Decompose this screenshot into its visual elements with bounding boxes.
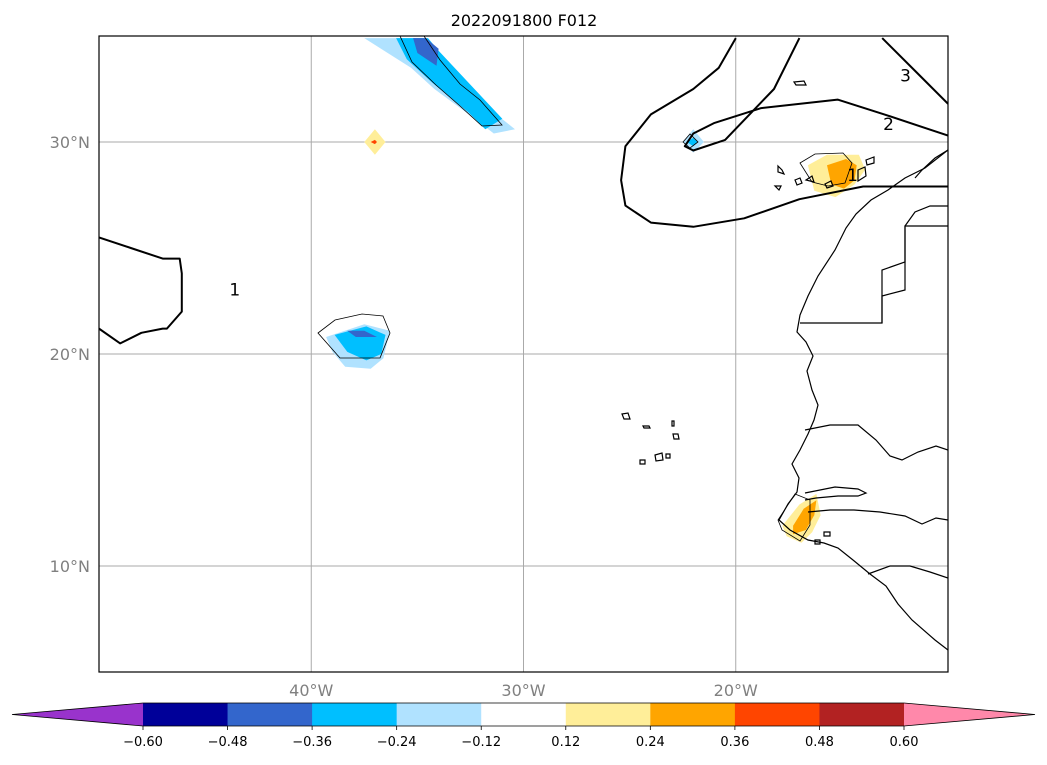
coastline-bissagos bbox=[814, 531, 831, 545]
colorbar-tick-label: 0.36 bbox=[720, 735, 749, 750]
contour-outlines bbox=[317, 36, 853, 542]
contour-line bbox=[881, 37, 948, 105]
coastline-mouth bbox=[857, 166, 867, 183]
border-senegal bbox=[804, 424, 948, 461]
colorbar-tick-label: −0.12 bbox=[461, 735, 501, 750]
coastline-canary-2 bbox=[794, 177, 803, 186]
coastline-cape-verde-4 bbox=[672, 433, 680, 440]
border-guinea bbox=[807, 509, 948, 525]
outline-blue-small bbox=[682, 133, 699, 149]
x-tick-label: 40°W bbox=[289, 681, 333, 700]
coastline-canary-3 bbox=[773, 185, 782, 192]
colorbar-cell bbox=[819, 703, 905, 726]
colorbar: −0.60 −0.48 −0.36 −0.24 −0.12 0.12 0.24 0.36 0.4… bbox=[11, 702, 1036, 750]
coastline-cape-verde-6 bbox=[654, 452, 664, 462]
coastline-cape-verde-7 bbox=[665, 453, 671, 459]
contour-label: 2 bbox=[883, 115, 894, 135]
coastline-canary-1 bbox=[777, 164, 786, 176]
y-tick-label: 20°N bbox=[50, 345, 90, 364]
coastline-africa bbox=[778, 149, 948, 651]
coastline-north-islet bbox=[865, 156, 875, 166]
colorbar-tick-label: 0.12 bbox=[551, 735, 580, 750]
contour-label: 3 bbox=[900, 66, 911, 86]
contour-line bbox=[620, 37, 948, 228]
gridlines bbox=[99, 36, 948, 672]
filled-region bbox=[827, 159, 857, 189]
x-tick-label: 20°W bbox=[714, 681, 758, 700]
border-mauritania bbox=[881, 226, 906, 323]
filled-region bbox=[396, 38, 503, 130]
colorbar-extend-high bbox=[904, 703, 1035, 726]
colorbar-cell bbox=[227, 703, 313, 726]
axis-ticks: 40°W 30°W 20°W 10°N 20°N 30°N bbox=[50, 133, 758, 700]
colorbar-cell bbox=[143, 703, 229, 726]
coastline-cape-verde-1 bbox=[621, 412, 631, 420]
border-gambia bbox=[804, 486, 868, 501]
y-tick-label: 10°N bbox=[50, 557, 90, 576]
x-tick-label: 30°W bbox=[501, 681, 545, 700]
outline-blue-mid bbox=[317, 313, 391, 359]
coastlines bbox=[621, 80, 948, 651]
filled-region bbox=[370, 139, 377, 145]
colorbar-tick-label: −0.24 bbox=[377, 735, 417, 750]
coastline-cape-verde-2 bbox=[642, 425, 651, 429]
y-tick-label: 30°N bbox=[50, 133, 90, 152]
colorbar-cell bbox=[565, 703, 651, 726]
colorbar-cell bbox=[396, 703, 482, 726]
contour-line bbox=[683, 37, 948, 152]
contour-line bbox=[99, 236, 183, 345]
filled-region bbox=[793, 500, 817, 535]
colorbar-tick-label: 0.60 bbox=[890, 735, 919, 750]
contour-labels: 1 2 3 1 bbox=[229, 66, 911, 300]
colorbar-cell bbox=[734, 703, 820, 726]
coastline-canary-4 bbox=[804, 175, 815, 183]
outline-blue-north bbox=[399, 36, 503, 127]
coastline-iberia bbox=[914, 149, 948, 179]
colorbar-cell bbox=[481, 703, 567, 726]
border-sierra-leone bbox=[867, 565, 948, 579]
colorbar-tick-label: −0.48 bbox=[208, 735, 248, 750]
border-morocco bbox=[904, 205, 948, 227]
coastline-cape-verde-5 bbox=[639, 459, 646, 465]
contour-label: 1 bbox=[847, 166, 858, 186]
colorbar-tick-label: −0.36 bbox=[292, 735, 332, 750]
border-western-sahara bbox=[800, 225, 948, 324]
map-frame bbox=[98, 35, 949, 673]
colorbar-cell bbox=[312, 703, 398, 726]
coastline-cape-islet bbox=[824, 180, 834, 189]
outline-orange-guinea bbox=[777, 493, 811, 542]
filled-region bbox=[334, 326, 386, 361]
coastline-cape-verde-3 bbox=[671, 420, 675, 427]
outline-orange-canary bbox=[799, 152, 853, 187]
contour-lines bbox=[99, 37, 948, 345]
contour-label: 1 bbox=[229, 280, 240, 300]
colorbar-tick-label: 0.48 bbox=[805, 735, 834, 750]
colorbar-tick-label: −0.60 bbox=[123, 735, 163, 750]
colorbar-extend-low bbox=[12, 703, 143, 726]
filled-contours bbox=[326, 38, 866, 543]
coastline-madeira bbox=[792, 80, 807, 86]
filled-region bbox=[347, 330, 377, 337]
colorbar-tick-label: 0.24 bbox=[636, 735, 665, 750]
filled-region bbox=[413, 38, 439, 66]
chart-title: 2022091800 F012 bbox=[451, 11, 598, 30]
colorbar-cell bbox=[650, 703, 736, 726]
